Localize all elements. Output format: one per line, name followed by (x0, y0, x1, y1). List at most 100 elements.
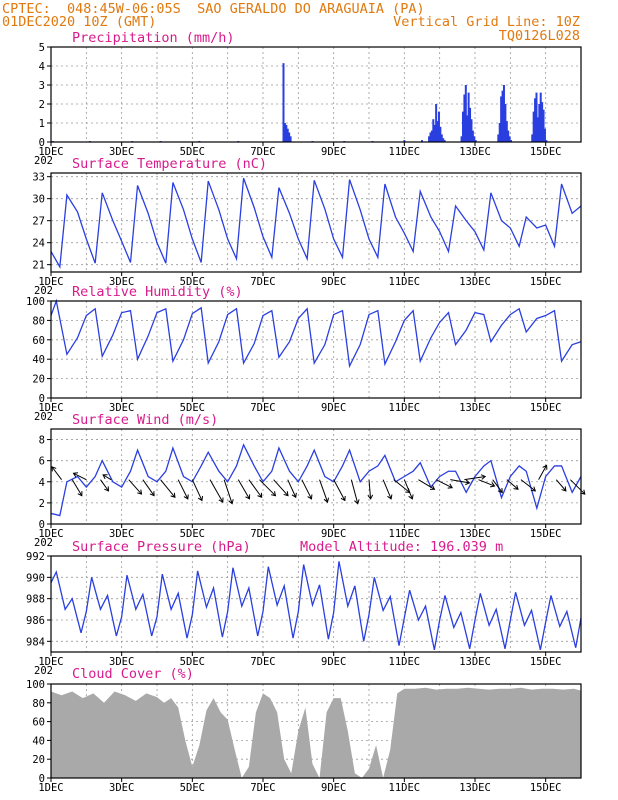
precipitation-bar (508, 136, 511, 142)
pressure-title: Surface Pressure (hPa) (72, 539, 251, 555)
wind-vector (191, 479, 203, 501)
wind-vector-head (270, 491, 277, 497)
precipitation-xtick-label: 9DEC (321, 146, 346, 158)
humidity-ytick-label: 40 (32, 354, 45, 366)
temperature-xtick-label: 3DEC (109, 276, 134, 288)
cloud-cover-title: Cloud Cover (%) (72, 666, 194, 682)
wind-xtick-label: 1DEC (38, 528, 63, 540)
wind-vector (570, 479, 586, 495)
cloud-cover-ytick-label: 20 (32, 754, 45, 766)
header-location: CPTEC: 048:45W-06:05S SAO GERALDO DO ARA… (2, 1, 425, 17)
wind-vector-head (72, 472, 79, 478)
precipitation-bar (439, 126, 442, 142)
humidity-xtick-label: 13DEC (459, 402, 491, 414)
panels-group: 0 1 2 3 4 5 1DEC 3DEC 5DEC 7DEC 9DEC 11DEC 13DEC 15DE… (26, 30, 586, 794)
precipitation-bar (534, 98, 537, 142)
precipitation-bar (437, 111, 440, 142)
precipitation-bar (542, 109, 545, 142)
temperature-ytick-label: 30 (32, 194, 45, 206)
wind-vector-head (104, 486, 110, 492)
temperature-year-fragment: 202 (34, 285, 53, 297)
wind-vector (259, 479, 276, 497)
wind-vector (435, 479, 453, 489)
humidity-xtick-label: 9DEC (321, 402, 346, 414)
wind-vector-head (542, 464, 548, 470)
precipitation-bar (286, 128, 289, 142)
temperature-panel: 21 24 27 30 33 1DEC 3DEC 5DEC 7DEC 9DEC 11DEC 13DEC… (32, 156, 582, 297)
wind-vector-head (77, 491, 83, 497)
precipitation-xtick-label: 1DEC (38, 146, 63, 158)
pressure-ytick-label: 988 (26, 594, 45, 606)
temperature-xtick-label: 1DEC (38, 276, 63, 288)
wind-vector (403, 479, 413, 500)
precipitation-bar (510, 140, 513, 142)
wind-frame (50, 428, 582, 525)
precipitation-bar (433, 124, 436, 142)
wind-title: Surface Wind (m/s) (72, 412, 218, 428)
precipitation-bar (461, 111, 464, 142)
wind-ytick-label: 2 (39, 498, 45, 510)
precipitation-bar (288, 132, 291, 142)
humidity-frame (50, 300, 582, 399)
precipitation-bar (504, 104, 507, 142)
wind-vector (100, 479, 109, 492)
precipitation-title: Precipitation (mm/h) (72, 30, 235, 46)
wind-vector-head (51, 466, 57, 472)
humidity-title: Relative Humidity (%) (72, 284, 243, 300)
humidity-ytick-label: 100 (26, 296, 45, 308)
wind-vector-head (408, 494, 414, 500)
wind-vector (128, 479, 142, 495)
pressure-ytick-label: 986 (26, 615, 45, 627)
precipitation-xtick-label: 11DEC (389, 146, 421, 158)
precipitation-panel: 0 1 2 3 4 5 1DEC 3DEC 5DEC 7DEC 9DEC 11DEC 13DEC 15DE… (34, 30, 582, 167)
precipitation-bar (545, 140, 548, 142)
wind-vector (538, 465, 548, 480)
pressure-ytick-label: 984 (26, 636, 45, 648)
temperature-series-line (50, 177, 582, 269)
precipitation-year-fragment: 202 (34, 155, 53, 167)
wind-xtick-label: 11DEC (389, 528, 421, 540)
cloud-cover-area (51, 687, 581, 778)
wind-year-fragment: 202 (34, 537, 53, 549)
wind-xtick-label: 9DEC (321, 528, 346, 540)
precipitation-bar (435, 104, 438, 142)
wind-vector-head (490, 482, 496, 488)
wind-xtick-label: 5DEC (180, 528, 205, 540)
wind-vector (160, 479, 176, 498)
wind-vector (223, 479, 233, 504)
cloud-cover-ytick-label: 60 (32, 717, 45, 729)
precipitation-bar (428, 136, 431, 142)
precipitation-bar (500, 96, 503, 142)
temperature-title: Surface Temperature (nC) (72, 156, 267, 172)
temperature-xtick-label: 7DEC (250, 276, 275, 288)
humidity-xtick-label: 3DEC (109, 402, 134, 414)
wind-vector (248, 479, 263, 498)
pressure-xtick-label: 15DEC (530, 656, 562, 668)
temperature-xtick-label: 13DEC (459, 276, 491, 288)
humidity-ytick-label: 20 (32, 374, 45, 386)
precipitation-xtick-label: 7DEC (250, 146, 275, 158)
precipitation-bar (471, 130, 474, 142)
precipitation-bar (442, 138, 445, 142)
wind-vector-head (367, 494, 374, 500)
humidity-xtick-label: 15DEC (530, 402, 562, 414)
temperature-xtick-label: 5DEC (180, 276, 205, 288)
precipitation-ytick-label: 5 (39, 42, 45, 54)
cloud-cover-xtick-label: 9DEC (321, 782, 346, 794)
pressure-xtick-label: 5DEC (180, 656, 205, 668)
pressure-xtick-label: 7DEC (250, 656, 275, 668)
precipitation-bar (432, 119, 435, 142)
wind-vector (301, 479, 312, 500)
cloud-cover-xtick-label: 15DEC (530, 782, 562, 794)
humidity-xtick-label: 1DEC (38, 402, 63, 414)
wind-vector (450, 479, 470, 484)
precipitation-ytick-label: 0 (39, 137, 45, 149)
wind-vector (368, 479, 372, 499)
precipitation-bar (473, 136, 476, 142)
precipitation-ytick-label: 2 (39, 99, 45, 111)
wind-series-line (50, 443, 582, 517)
humidity-xtick-label: 5DEC (180, 402, 205, 414)
pressure-xtick-label: 13DEC (459, 656, 491, 668)
wind-vector (273, 479, 289, 497)
